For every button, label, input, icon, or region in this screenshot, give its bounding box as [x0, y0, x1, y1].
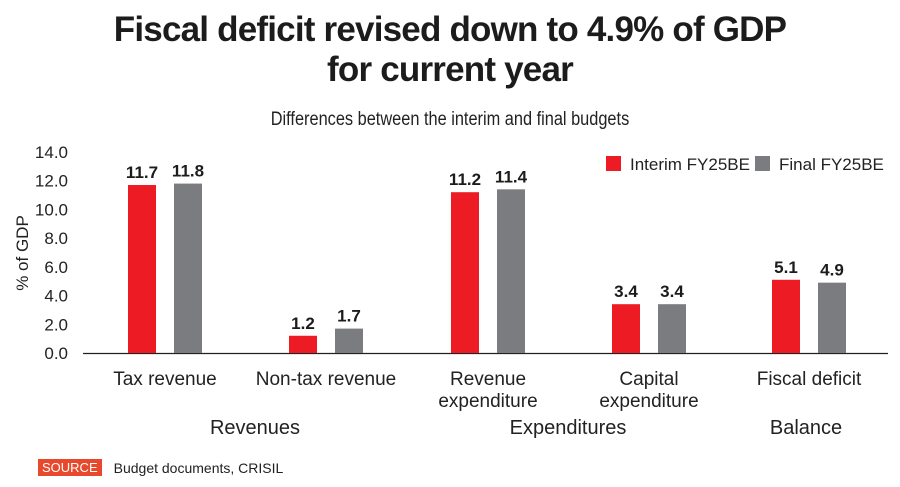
bar-final	[818, 282, 846, 353]
x-category-label: expenditure	[438, 391, 537, 412]
chart-title: Fiscal deficit revised down to 4.9% of G…	[0, 10, 900, 90]
chart-subtitle: Differences between the interim and fina…	[270, 109, 630, 130]
legend-label: Interim FY25BE	[630, 155, 750, 174]
chart-title-line-2: for current year	[327, 50, 574, 89]
bar-value-label: 1.2	[291, 314, 315, 333]
y-tick-label: 14.0	[35, 143, 68, 162]
bar-value-label: 11.8	[172, 162, 204, 181]
bar-final	[174, 183, 202, 353]
bar-value-label: 11.2	[449, 170, 481, 189]
legend: Interim FY25BE Final FY25BE	[606, 155, 884, 174]
y-axis: 0.0 2.0 4.0 6.0 8.0 10.0 12.0 14.0	[35, 143, 68, 363]
category-labels: Tax revenue Non-tax revenue Revenueexpendi…	[113, 369, 862, 412]
bar-value-label: 3.4	[660, 282, 684, 301]
x-category-label: Fiscal deficit	[757, 369, 862, 390]
bar-interim	[772, 279, 800, 353]
bars: 11.7 1.2 11.2 3.4 5.1 11.8 1.7 11.4 3.4 4.9	[126, 162, 846, 353]
y-tick-label: 6.0	[44, 258, 68, 277]
bar-value-label: 1.7	[337, 307, 361, 326]
bar-final	[658, 304, 686, 353]
group-labels: Revenues Expenditures Balance	[210, 417, 842, 439]
x-group-label: Revenues	[210, 417, 300, 439]
bar-final	[497, 189, 525, 353]
x-category-label: Capital	[619, 369, 678, 390]
x-category-label: Tax revenue	[113, 369, 217, 390]
y-tick-label: 10.0	[35, 200, 68, 219]
legend-label: Final FY25BE	[779, 155, 884, 174]
source-note: SOURCE Budget documents, CRISIL	[38, 459, 283, 476]
bar-value-label: 5.1	[774, 258, 798, 277]
x-group-label: Balance	[770, 417, 842, 439]
bar-final	[335, 328, 363, 353]
bar-interim	[128, 185, 156, 353]
bar-interim	[612, 304, 640, 353]
source-badge: SOURCE	[38, 459, 102, 476]
source-text: Budget documents, CRISIL	[113, 459, 284, 476]
legend-swatch	[606, 156, 621, 171]
bar-value-label: 3.4	[614, 282, 638, 301]
x-category-label: Revenue	[450, 369, 526, 390]
y-tick-label: 8.0	[44, 229, 68, 248]
bar-interim	[289, 335, 317, 353]
legend-swatch	[755, 156, 770, 171]
bar-value-label: 4.9	[820, 261, 844, 280]
bar-interim	[451, 192, 479, 353]
x-category-label: Non-tax revenue	[256, 369, 396, 390]
y-tick-label: 12.0	[35, 172, 68, 191]
chart-title-line-1: Fiscal deficit revised down to 4.9% of G…	[113, 10, 787, 49]
y-tick-label: 2.0	[44, 315, 68, 334]
x-category-label: expenditure	[599, 391, 698, 412]
y-tick-label: 4.0	[44, 287, 68, 306]
bar-value-label: 11.7	[126, 163, 158, 182]
bar-value-label: 11.4	[495, 167, 528, 186]
x-group-label: Expenditures	[510, 417, 627, 439]
y-axis-label: % of GDP	[13, 215, 32, 291]
y-tick-label: 0.0	[44, 344, 68, 363]
